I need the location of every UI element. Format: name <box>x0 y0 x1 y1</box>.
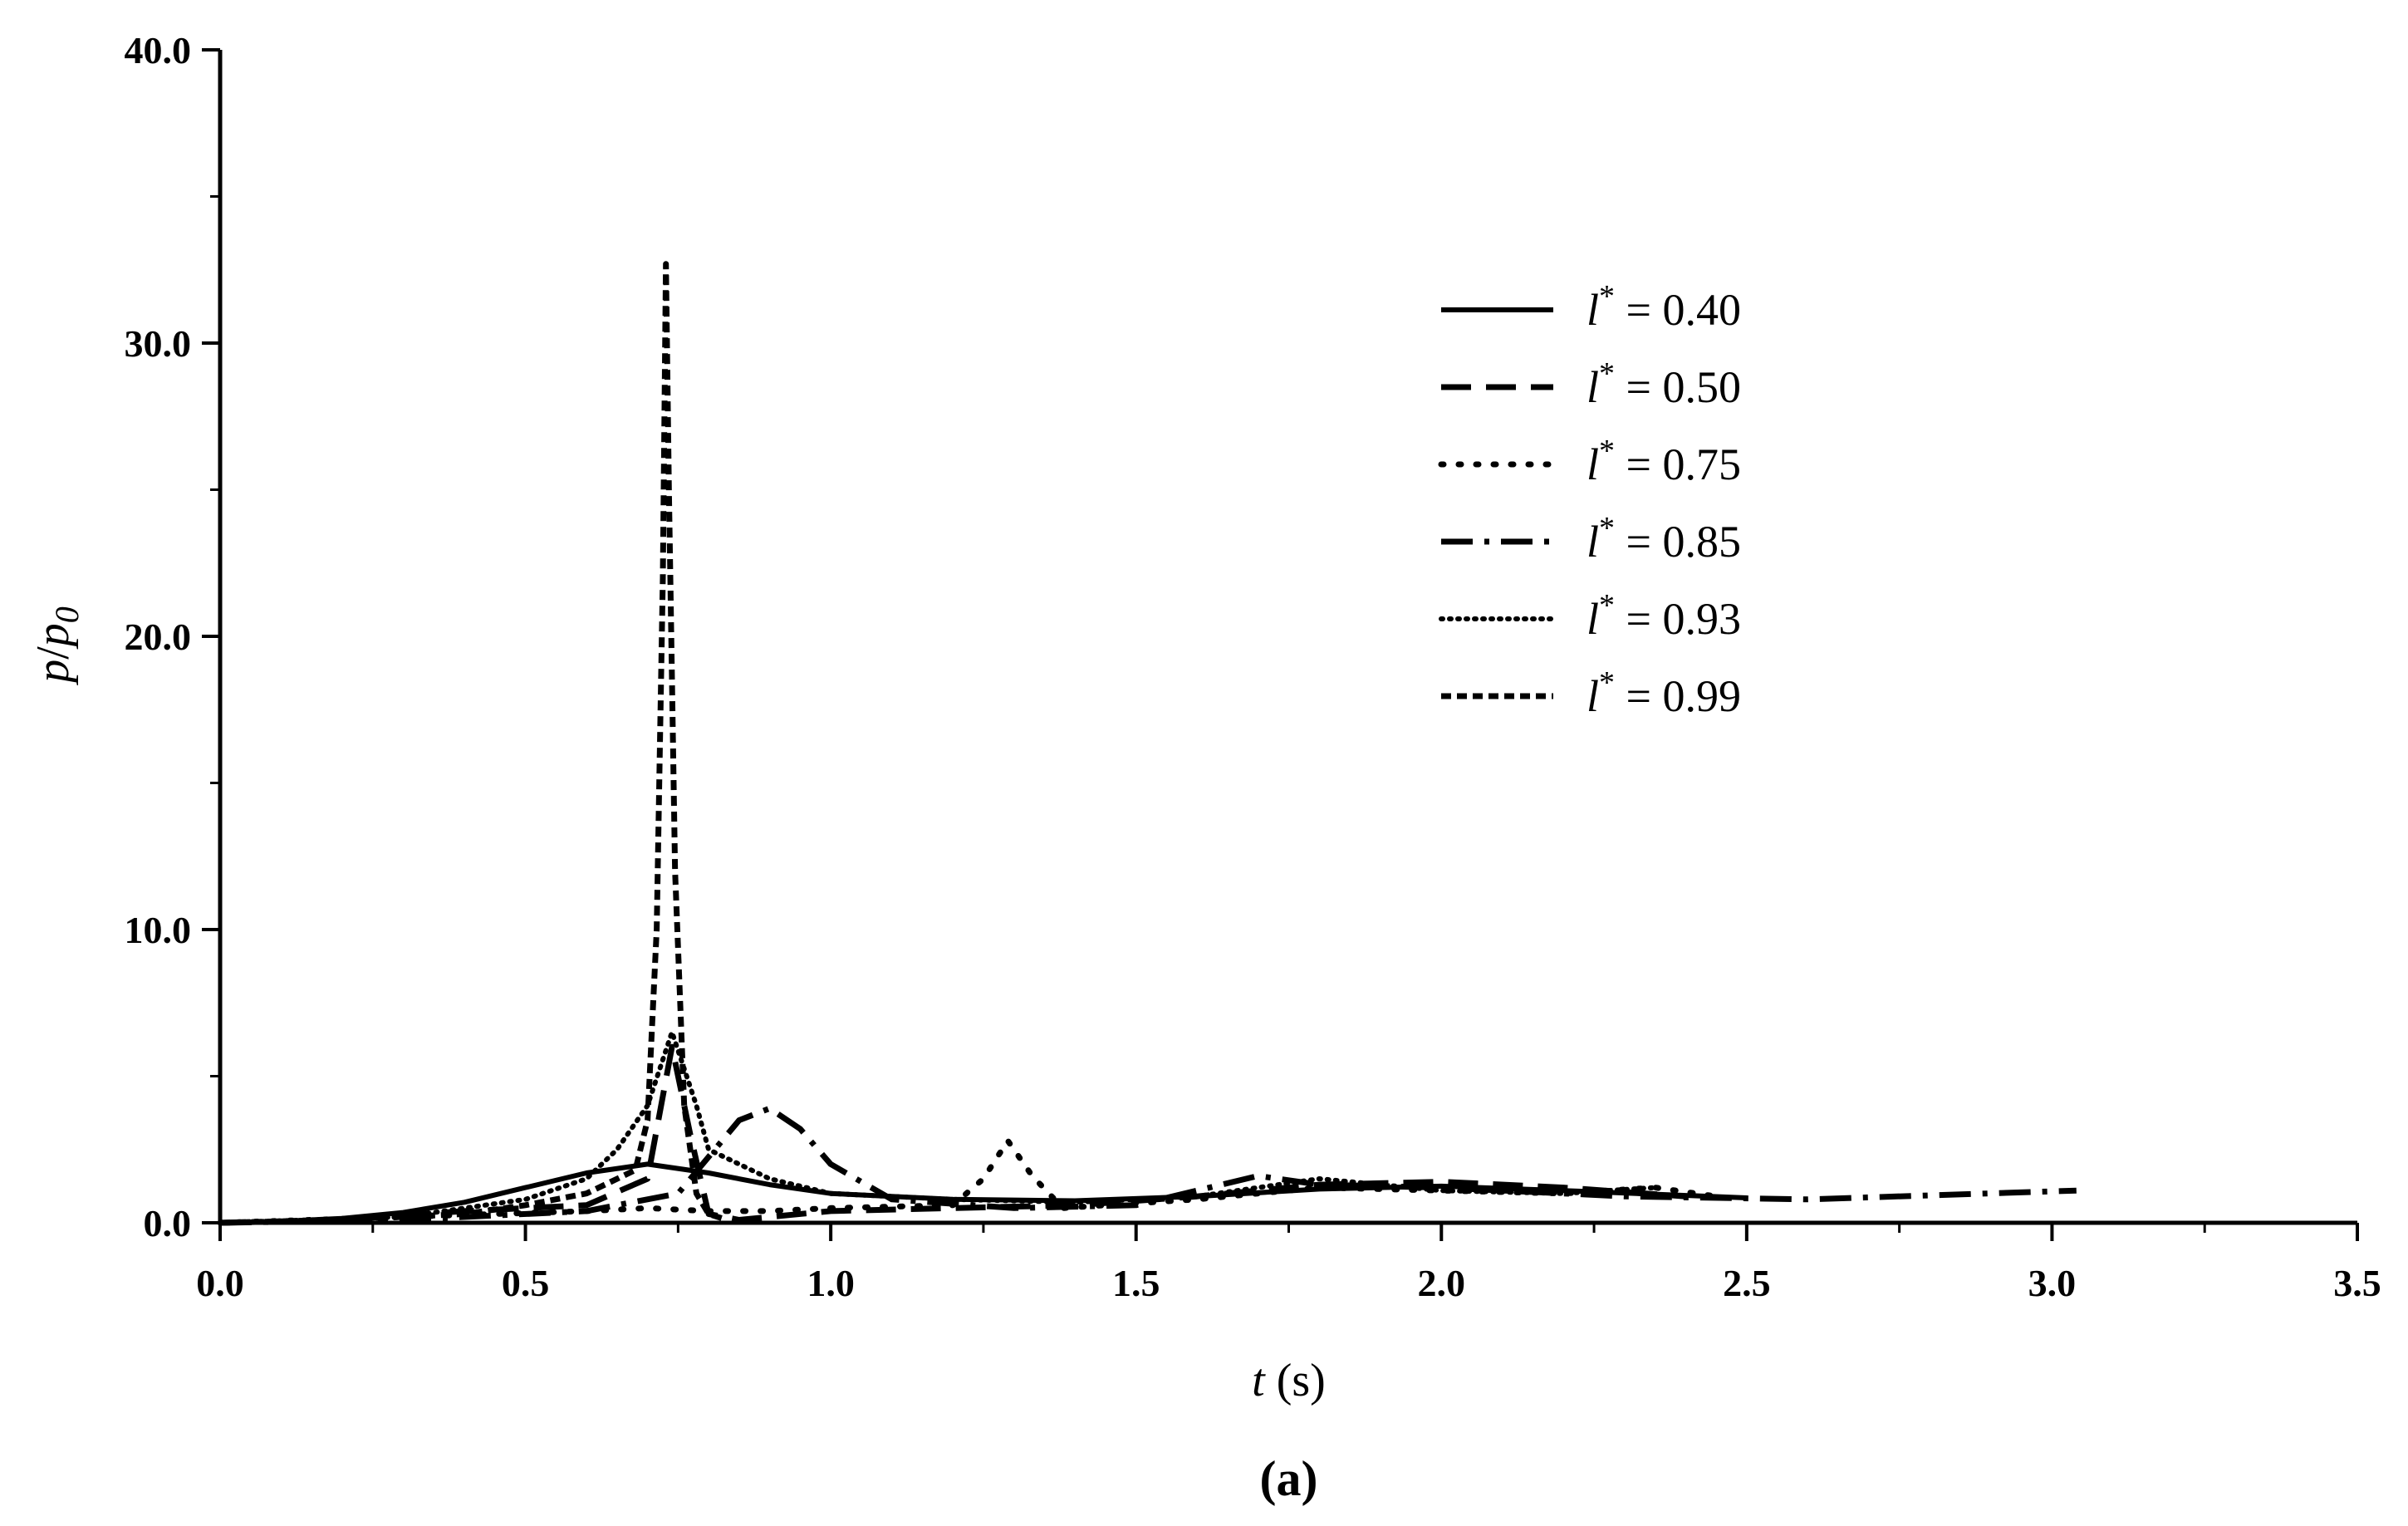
y-tick-label: 40.0 <box>125 29 192 71</box>
y-tick-label: 10.0 <box>125 909 192 951</box>
y-tick-label: 30.0 <box>125 322 192 365</box>
series-line-3 <box>217 1137 1719 1226</box>
series-line-5 <box>218 1029 1658 1225</box>
x-tick-label: 3.0 <box>2028 1262 2077 1304</box>
figure-caption: (a) <box>1260 1451 1318 1506</box>
x-axis-label: t (s) <box>1252 1355 1326 1406</box>
y-tick-label: 0.0 <box>144 1202 192 1244</box>
legend-entry-4: l* = 0.85 <box>1587 511 1741 567</box>
x-tick-label: 0.5 <box>502 1262 550 1304</box>
y-axis-label: p/p0 <box>27 606 86 686</box>
legend-entry-3: l* = 0.75 <box>1587 434 1741 489</box>
legend-entry-2: l* = 0.50 <box>1587 356 1741 412</box>
x-tick-label: 1.5 <box>1112 1262 1160 1304</box>
y-tick-label: 20.0 <box>125 616 192 658</box>
x-tick-label: 3.5 <box>2333 1262 2381 1304</box>
legend-entry-5: l* = 0.93 <box>1587 588 1741 644</box>
ticks: 0.0 0.5 1.0 1.5 2.0 2.5 3.0 3.5 0.0 10.0 20.0 30.0 4… <box>125 29 2381 1304</box>
x-tick-label: 2.0 <box>1418 1262 1466 1304</box>
series-line-4 <box>219 1105 2077 1226</box>
plot-lines <box>217 261 2077 1226</box>
x-tick-label: 2.5 <box>1723 1262 1771 1304</box>
legend-entry-1: l* = 0.40 <box>1587 279 1741 335</box>
series-line-2 <box>219 1043 1686 1226</box>
x-tick-label: 1.0 <box>807 1262 855 1304</box>
axes <box>218 50 2357 1225</box>
legend-entry-6: l* = 0.99 <box>1587 665 1741 721</box>
series-line-6 <box>219 261 728 1226</box>
legend: l* = 0.40 l* = 0.50 l* = 0.75 l* = 0.85 l* =… <box>1438 279 1741 721</box>
x-tick-label: 0.0 <box>196 1262 244 1304</box>
